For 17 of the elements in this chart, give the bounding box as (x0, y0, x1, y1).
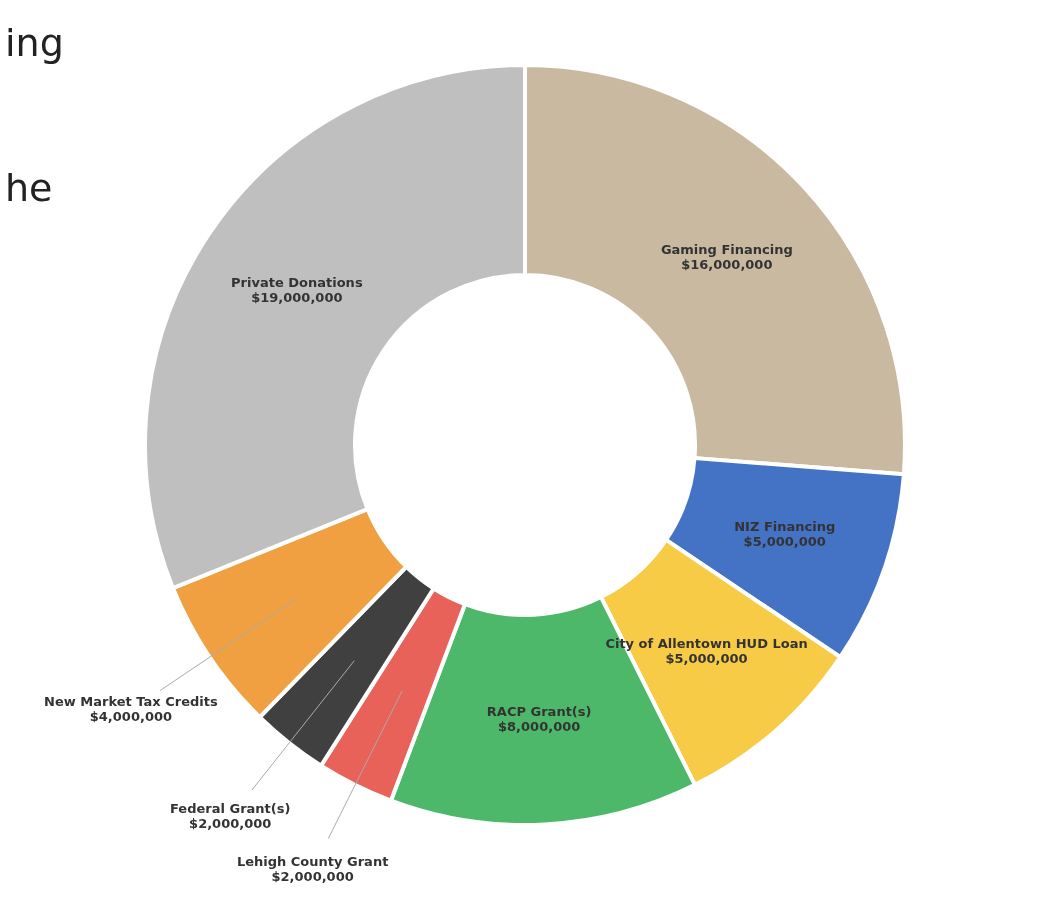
text: he (5, 166, 53, 210)
data-label: $19,000,000 (251, 290, 343, 306)
data-label: $2,000,000 (271, 868, 354, 884)
data-label: $5,000,000 (743, 534, 826, 550)
slice-label: Federal Grant(s) (170, 801, 291, 817)
text: ing (5, 21, 64, 65)
slice-label: Lehigh County Grant (236, 853, 389, 869)
slice-label: RACP Grant(s) (486, 703, 592, 719)
data-label: $5,000,000 (665, 650, 748, 666)
slice-label: Private Donations (231, 275, 363, 291)
data-label: $16,000,000 (681, 257, 773, 273)
slice-label: NIZ Financing (734, 519, 836, 535)
data-label: $2,000,000 (189, 816, 272, 832)
slice-label: New Market Tax Credits (44, 694, 218, 710)
slice-label: Gaming Financing (660, 242, 793, 258)
data-label: $8,000,000 (498, 718, 581, 734)
data-label: $4,000,000 (89, 709, 173, 725)
